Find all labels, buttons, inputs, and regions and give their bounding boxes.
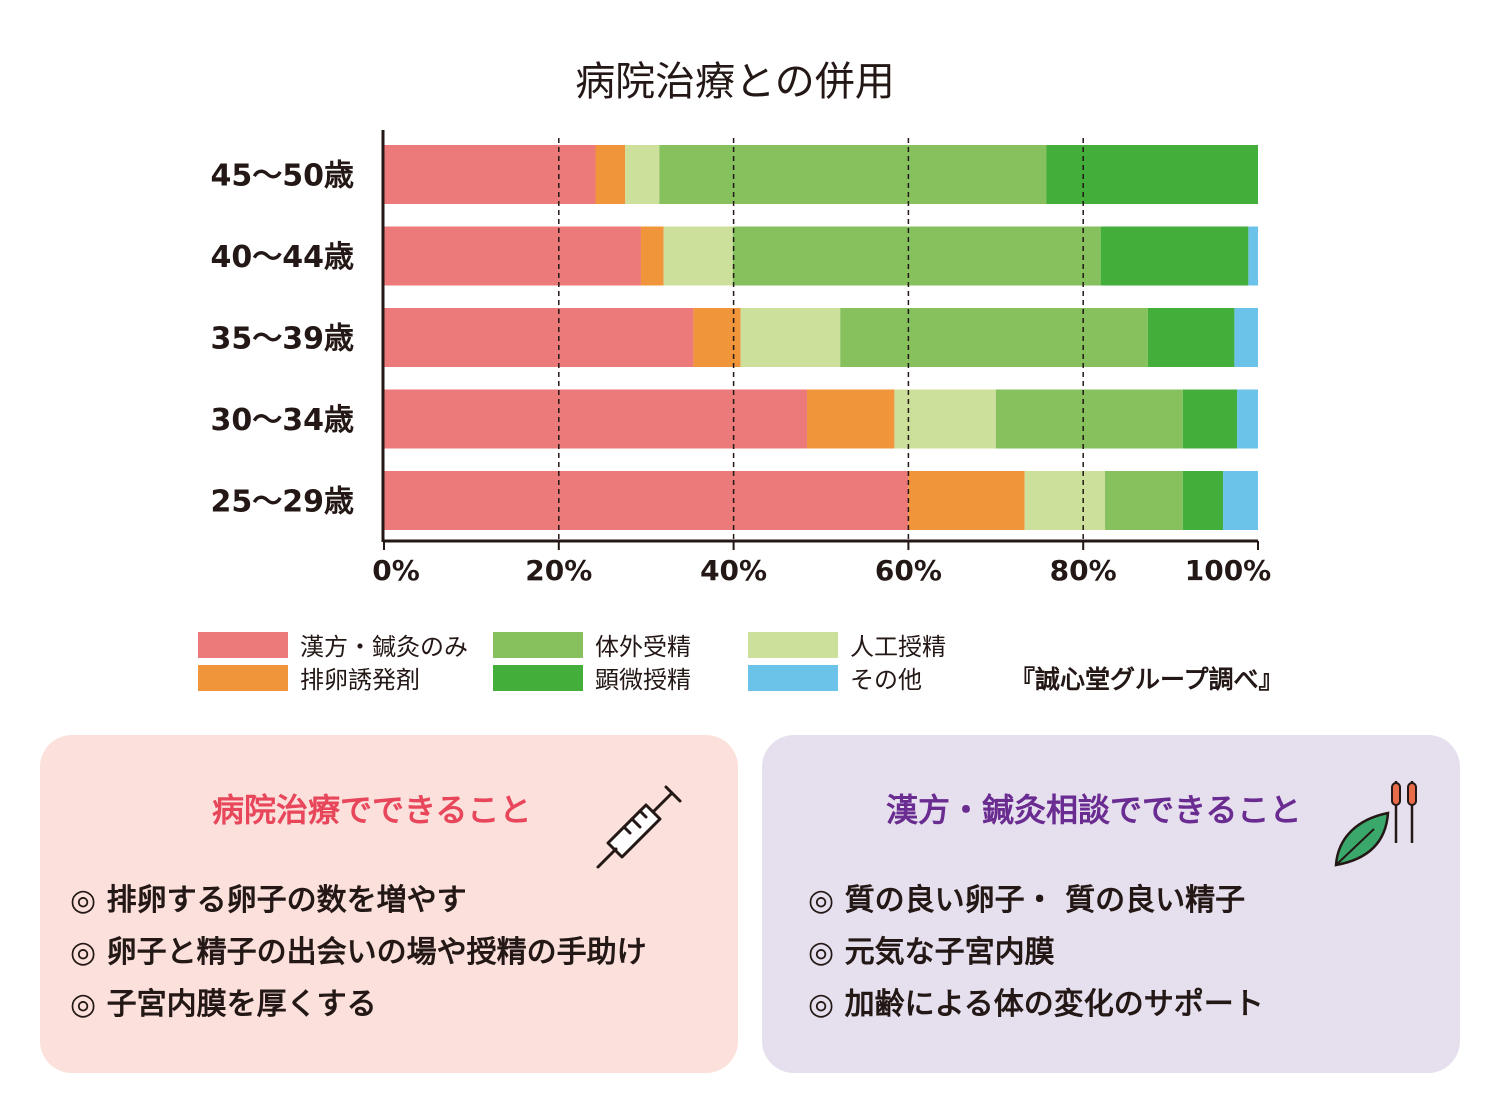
hospital-treatment-panel: 病院治療でできること ◎ 排卵する卵子の数を増やす ◎ 卵子と精子の出会いの場や…: [40, 735, 738, 1073]
bar-segment: [384, 471, 909, 530]
list-item: ◎ 排卵する卵子の数を増やす: [70, 883, 467, 918]
legend: 漢方・鍼灸のみ 体外受精 人工授精排卵誘発剤 顕微授精 その他: [198, 628, 1008, 694]
bar-segment: [1046, 145, 1258, 204]
x-tick-label: 20%: [525, 554, 592, 587]
bars-group: [384, 145, 1258, 530]
syringe-icon: [596, 785, 682, 869]
bar-segment: [384, 308, 694, 367]
bar-segment: [1248, 226, 1258, 286]
gridlines: [558, 138, 1084, 540]
source-note: 『誠心堂グループ調べ』: [1010, 665, 1284, 694]
bar-segment: [732, 226, 1101, 286]
legend-swatch: [748, 631, 838, 658]
x-tick-label: 0%: [372, 554, 420, 587]
category-label: 35〜39歳: [211, 322, 355, 357]
bar-segment: [693, 308, 741, 367]
chart: 病院治療との併用 45〜50歳40〜44歳35〜39歳30〜34歳25〜29歳 …: [211, 59, 1272, 587]
bar-segment: [384, 389, 808, 449]
legend-label: 漢方・鍼灸のみ: [300, 633, 468, 661]
category-labels: 45〜50歳 40〜44歳 35〜39歳 30〜34歳 25〜29歳: [211, 159, 355, 520]
bar-segment: [840, 308, 1148, 367]
bar-segment: [1147, 308, 1235, 367]
legend-label: その他: [850, 666, 922, 694]
category-label: 25〜29歳: [211, 485, 355, 520]
legend-item: 人工授精: [748, 628, 1008, 661]
legend-item: 体外受精: [493, 628, 748, 661]
bar-segment: [625, 145, 660, 204]
kampo-panel-title: 漢方・鍼灸相談でできること: [886, 791, 1302, 829]
list-item: ◎ 卵子と精子の出会いの場や授精の手助け: [70, 935, 647, 970]
legend-label: 顕微授精: [595, 666, 691, 694]
legend-item: 排卵誘発剤: [198, 661, 493, 694]
leaf-needle-icon: [1334, 781, 1417, 867]
bar-segment: [1105, 471, 1183, 530]
bar-segment: [384, 145, 596, 204]
bar-segment: [595, 145, 626, 204]
x-tick-label: 100%: [1185, 554, 1272, 587]
bar-segment: [894, 389, 996, 449]
category-label: 40〜44歳: [211, 240, 355, 275]
x-tick-labels: 0% 20% 40% 60% 80% 100%: [372, 541, 1271, 587]
list-item: ◎ 加齢による体の変化のサポート: [808, 987, 1264, 1022]
legend-swatch: [493, 664, 583, 691]
legend-swatch: [748, 664, 838, 691]
legend-swatch: [493, 631, 583, 658]
bar-segment: [995, 389, 1183, 449]
bar-segment: [663, 226, 733, 286]
legend-item: その他: [748, 661, 1008, 694]
x-tick-label: 60%: [875, 554, 942, 587]
kampo-panel-list: ◎ 質の良い卵子・ 質の良い精子 ◎ 元気な子宮内膜 ◎ 加齢による体の変化のサ…: [808, 875, 1264, 1031]
list-item: ◎ 質の良い卵子・ 質の良い精子: [808, 883, 1246, 918]
hospital-panel-list: ◎ 排卵する卵子の数を増やす ◎ 卵子と精子の出会いの場や授精の手助け ◎ 子宮…: [70, 875, 647, 1031]
legend-item: 漢方・鍼灸のみ: [198, 628, 493, 661]
chart-title: 病院治療との併用: [575, 59, 895, 105]
bar-segment: [1237, 389, 1258, 449]
bar-segment: [640, 226, 664, 286]
legend-label: 体外受精: [595, 633, 691, 661]
legend-swatch: [198, 664, 288, 691]
bar-segment: [807, 389, 895, 449]
category-label: 30〜34歳: [211, 403, 355, 438]
bar-segment: [1182, 471, 1224, 530]
legend-swatch: [198, 631, 288, 658]
bar-segment: [740, 308, 841, 367]
legend-label: 排卵誘発剤: [300, 666, 420, 694]
bar-segment: [1182, 389, 1238, 449]
bar-segment: [659, 145, 1047, 204]
list-item: ◎ 元気な子宮内膜: [808, 935, 1055, 970]
bar-segment: [908, 471, 1025, 530]
bar-segment: [1223, 471, 1258, 530]
bar-segment: [384, 226, 641, 286]
kampo-acupuncture-panel: 漢方・鍼灸相談でできること ◎ 質の良い卵子・ 質の良い精子 ◎ 元気な子宮内膜…: [762, 735, 1460, 1073]
legend-item: 顕微授精: [493, 661, 748, 694]
bar-segment: [1234, 308, 1258, 367]
legend-label: 人工授精: [850, 633, 946, 661]
list-item: ◎ 子宮内膜を厚くする: [70, 987, 377, 1022]
hospital-panel-title: 病院治療でできること: [212, 791, 532, 829]
x-tick-label: 80%: [1050, 554, 1117, 587]
bar-segment: [1100, 226, 1249, 286]
category-label: 45〜50歳: [211, 159, 355, 194]
axes: [381, 130, 1258, 543]
x-tick-label: 40%: [700, 554, 767, 587]
bar-segment: [1024, 471, 1106, 530]
